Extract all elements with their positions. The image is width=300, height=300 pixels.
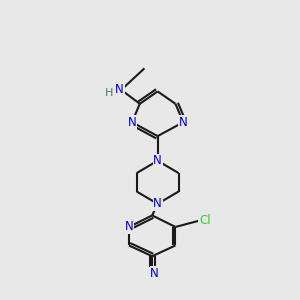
Text: Cl: Cl [199,214,211,227]
Text: N: N [153,154,162,167]
Text: N: N [124,220,133,233]
Text: N: N [115,83,124,96]
Text: N: N [128,116,136,129]
Text: N: N [153,197,162,210]
Text: H: H [105,88,113,98]
Text: N: N [179,116,188,129]
Text: N: N [150,267,159,280]
